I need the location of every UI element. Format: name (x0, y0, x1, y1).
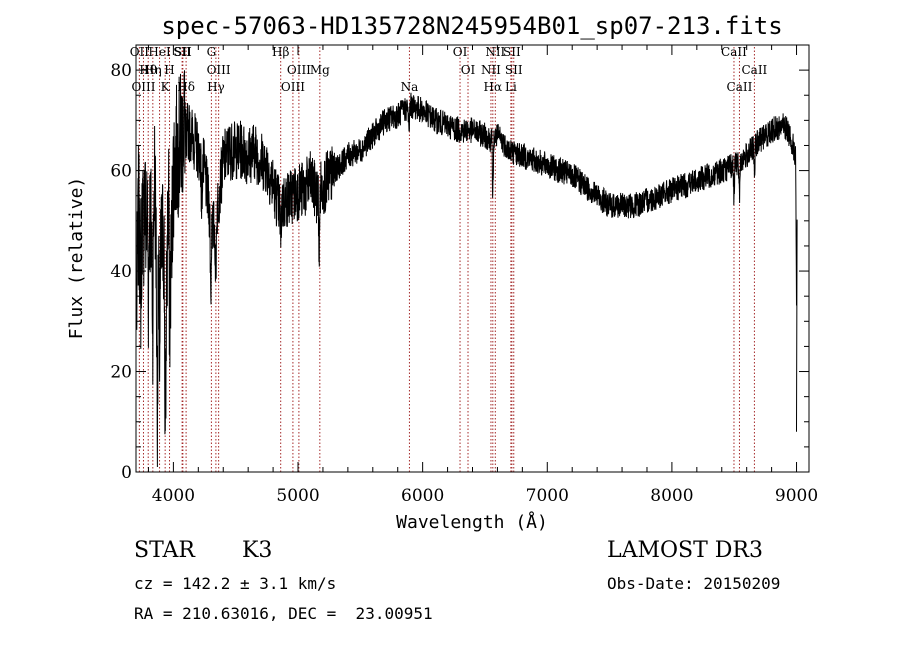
spectral-line-markers (138, 47, 755, 472)
spectral-line-label: SII (173, 45, 191, 59)
object-class: STAR (134, 538, 195, 563)
y-axis-label: Flux (relative) (66, 177, 87, 340)
plot-frame (135, 44, 810, 473)
spectral-line-label: Hδ (177, 80, 195, 94)
y-tick-label: 20 (110, 363, 132, 383)
spectral-line-label: NII (485, 45, 505, 59)
spectral-line-label: CaII (741, 63, 767, 77)
spectral-line-label: NII (481, 63, 501, 77)
spectral-line-label: SII (505, 63, 523, 77)
spectral-line-label: Mg (310, 63, 330, 77)
y-tick-label: 60 (110, 162, 132, 182)
spectral-line-label: SII (174, 45, 192, 59)
redshift-velocity: cz = 142.2 ± 3.1 km/s (134, 574, 337, 593)
x-tick-label: 4000 (152, 486, 195, 506)
object-subclass: K3 (242, 538, 273, 563)
observation-date: Obs-Date: 20150209 (607, 574, 781, 593)
spectral-line-label: OIII (281, 80, 305, 94)
y-axis: 0 20 40 60 80 (110, 61, 809, 483)
spectral-line-label: K (161, 80, 171, 94)
spectral-line-label: G (207, 45, 217, 59)
spectral-line-label: HeI (148, 45, 171, 59)
x-axis: 4000 5000 6000 7000 8000 9000 (147, 45, 818, 506)
spectral-line-label: OI (461, 63, 476, 77)
spectral-line-label: OIII (131, 80, 155, 94)
spectral-line-label: OIII (207, 63, 231, 77)
y-tick-label: 40 (110, 262, 132, 282)
spectral-line-label: CaII (721, 45, 747, 59)
spectral-line-label: Hθ (139, 63, 157, 77)
x-axis-label: Wavelength (Å) (396, 511, 548, 533)
spectral-line-label: Hγ (207, 80, 225, 94)
spectral-line-label: OIII (287, 63, 311, 77)
spectral-line-label: Li (505, 80, 517, 94)
x-tick-label: 7000 (526, 486, 569, 506)
spectral-line-label: Hη (144, 63, 162, 77)
spectral-line-label: SII (503, 45, 521, 59)
spectral-line-labels: OII Hθ OIII HeI Hη K SII HHδ SII OIII Hγ G OIII OIII H… (130, 45, 768, 94)
spectrum-series (136, 70, 798, 468)
survey-name: LAMOST DR3 (607, 538, 763, 563)
x-tick-label: 5000 (276, 486, 319, 506)
x-tick-label: 8000 (650, 486, 693, 506)
y-tick-label: 0 (121, 463, 132, 483)
spectral-line-label: Hα (484, 80, 503, 94)
x-tick-label: 6000 (401, 486, 444, 506)
spectral-line-label: H (164, 63, 174, 77)
spectral-line-label: Hβ (272, 45, 289, 59)
y-tick-label: 80 (110, 61, 132, 81)
spectral-line-label: OI (453, 45, 468, 59)
x-tick-label: 9000 (775, 486, 818, 506)
coordinates: RA = 210.63016, DEC = 23.00951 (134, 604, 433, 623)
spectral-line-label: OII (130, 45, 150, 59)
chart-title: spec-57063-HD135728N245954B01_sp07-213.f… (161, 12, 782, 40)
spectral-line-label: Na (401, 80, 419, 94)
spectral-line-label: CaII (727, 80, 753, 94)
